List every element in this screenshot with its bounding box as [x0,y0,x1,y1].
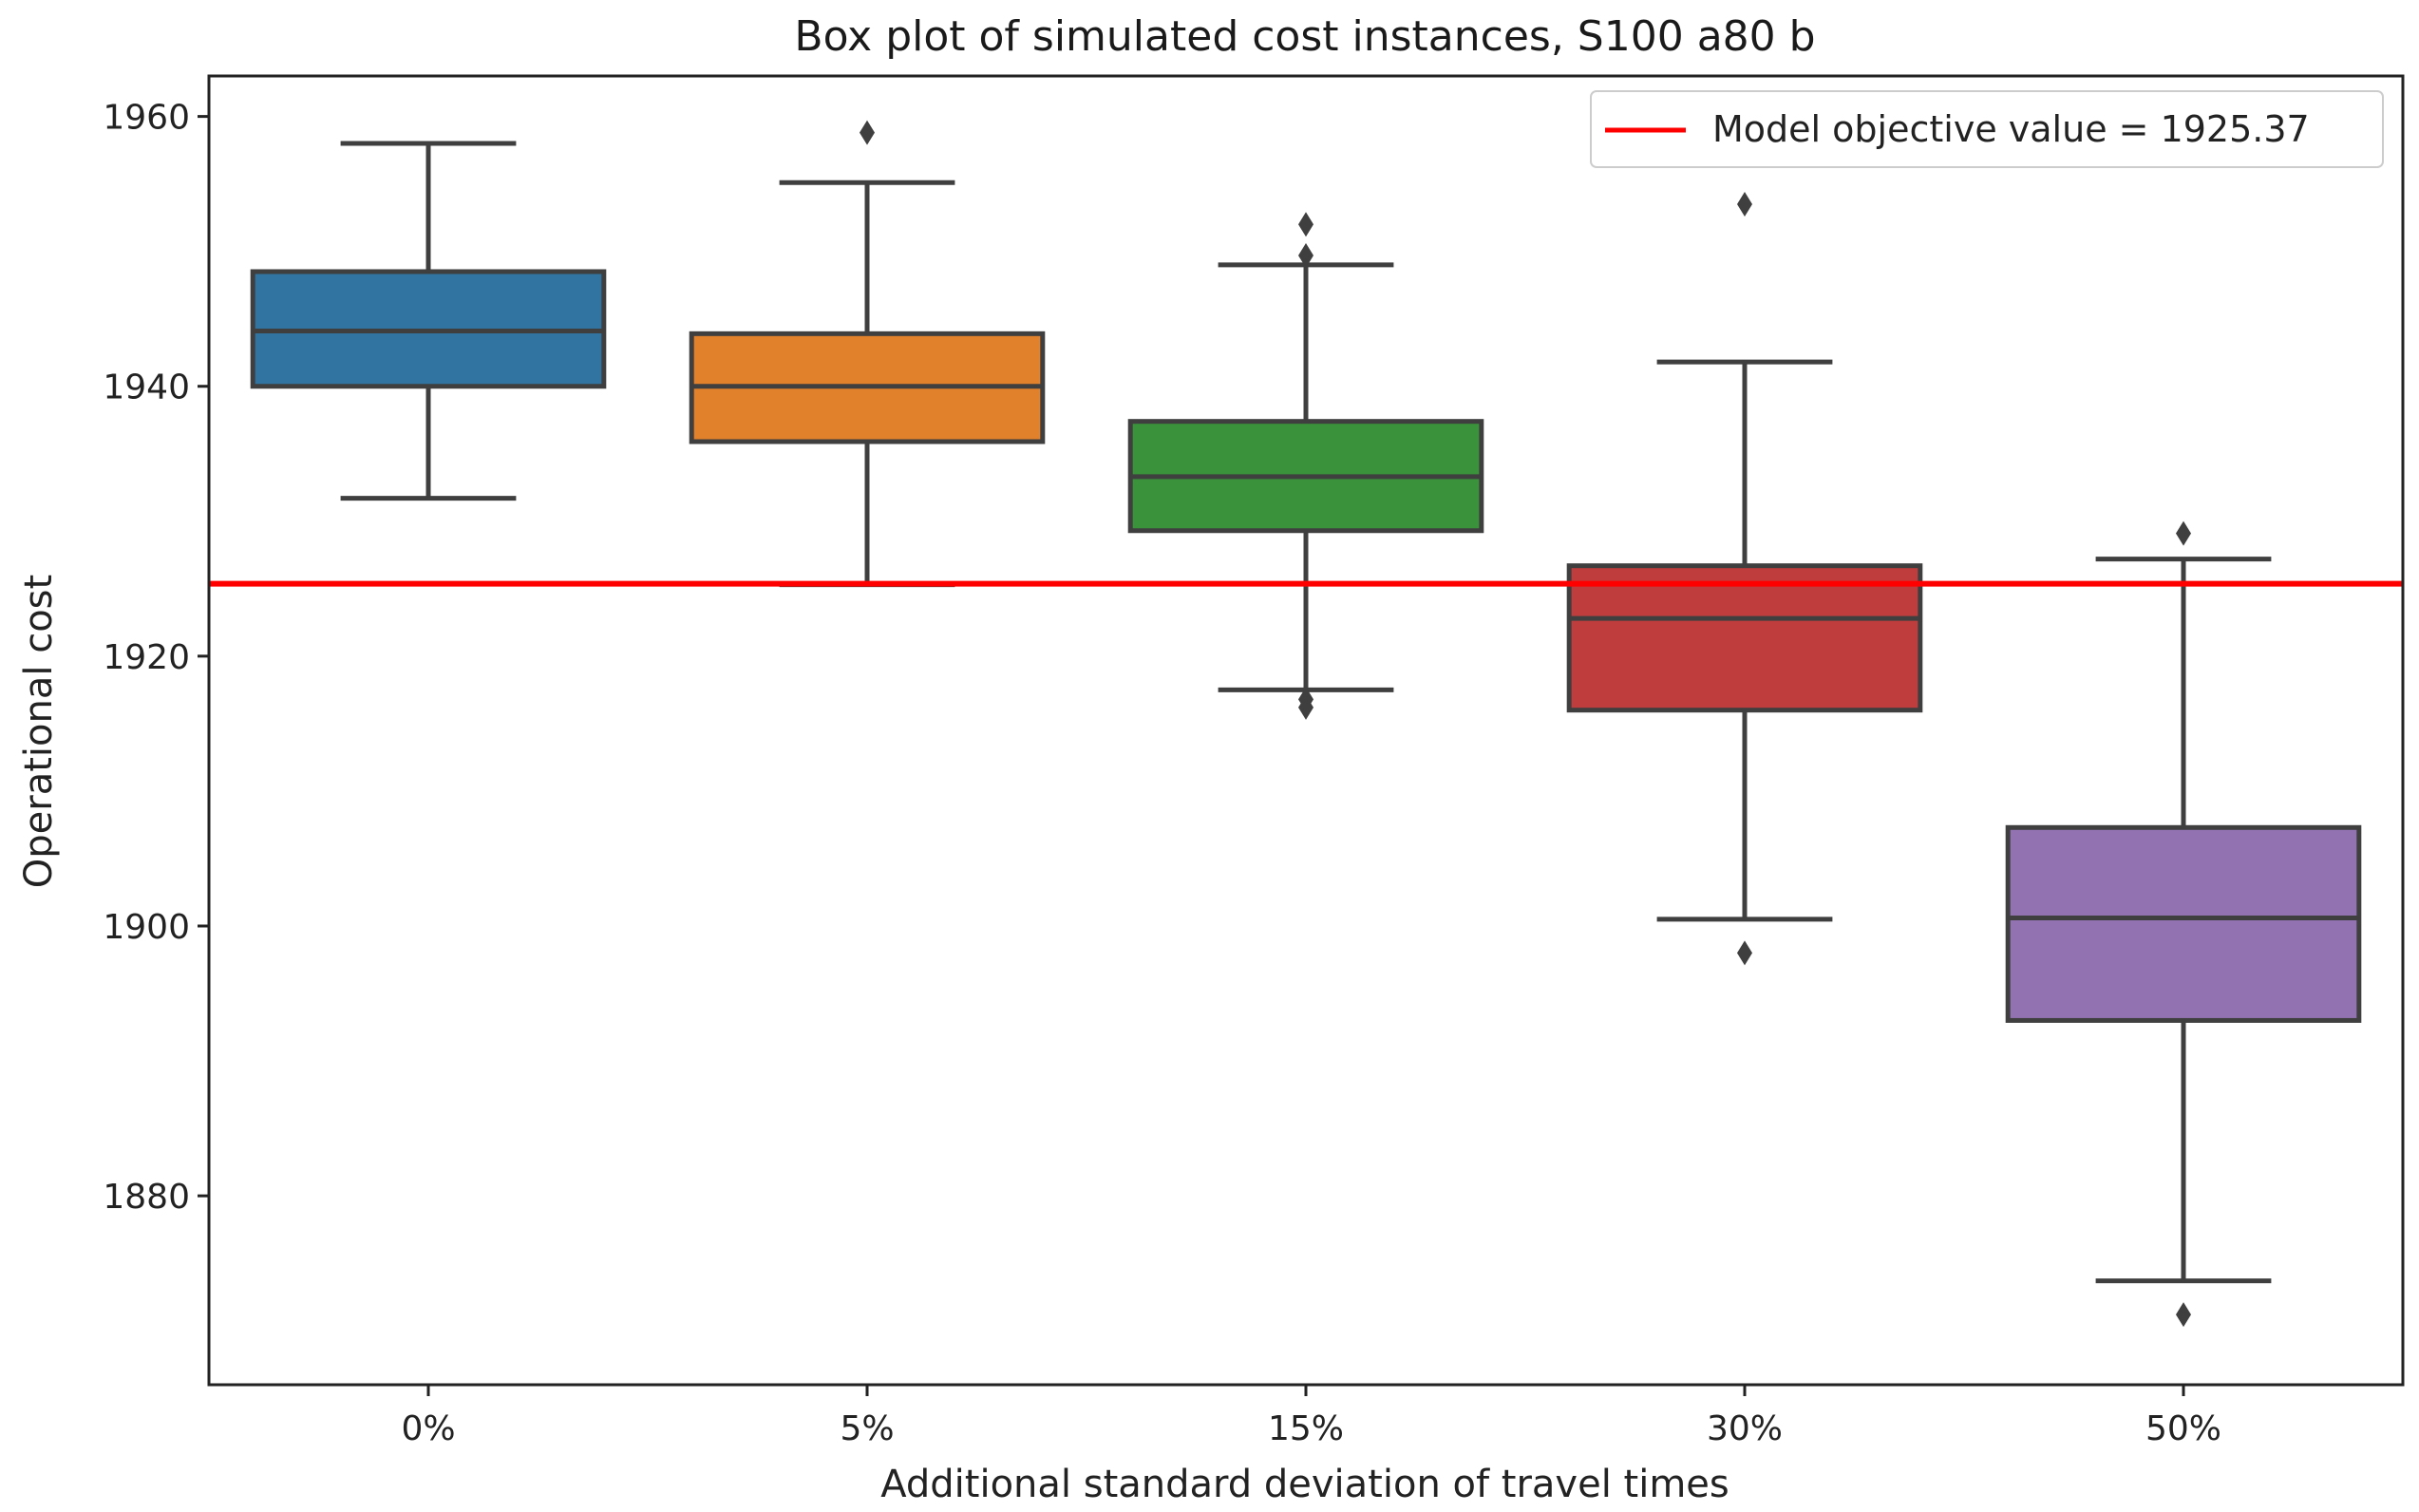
x-axis: 0% 5% 15% 30% 50% [401,1385,2221,1448]
outlier-point [860,120,875,145]
y-tick-label: 1920 [103,638,190,677]
legend: Model objective value = 1925.37 [1590,90,2384,168]
x-axis-label: Additional standard deviation of travel … [880,1463,1729,1506]
box-group-0pct [250,141,607,501]
legend-box [1590,90,2384,168]
box-group-15pct [1127,212,1484,720]
x-tick-label: 50% [2145,1409,2221,1448]
y-tick-label: 1960 [103,99,190,138]
x-tick-label: 30% [1707,1409,1783,1448]
outlier-point [1737,940,1752,966]
box-iqr [2005,824,2362,1023]
box-group-5pct [689,120,1046,588]
y-tick-label: 1900 [103,908,190,947]
plot-area [209,120,2403,1328]
outlier-point [1737,191,1752,217]
outlier-point [2176,1302,2191,1328]
chart-title: Box plot of simulated cost instances, S1… [794,12,1815,61]
box-group-30pct [1566,191,1923,966]
x-tick-label: 5% [840,1409,894,1448]
y-axis-label: Operational cost [17,575,61,888]
outlier-point [1298,212,1313,237]
outlier-point [1298,694,1313,720]
x-tick-label: 0% [401,1409,455,1448]
box-iqr [1566,563,1923,713]
y-tick-label: 1880 [103,1178,190,1217]
y-tick-label: 1940 [103,369,190,407]
outlier-point [1298,242,1313,268]
x-tick-label: 15% [1268,1409,1344,1448]
box-group-50pct [2005,520,2362,1328]
y-axis: 1880 1900 1920 1940 1960 [103,99,209,1217]
outlier-point [2176,520,2191,546]
legend-reference-label: Model objective value = 1925.37 [1712,108,2310,150]
